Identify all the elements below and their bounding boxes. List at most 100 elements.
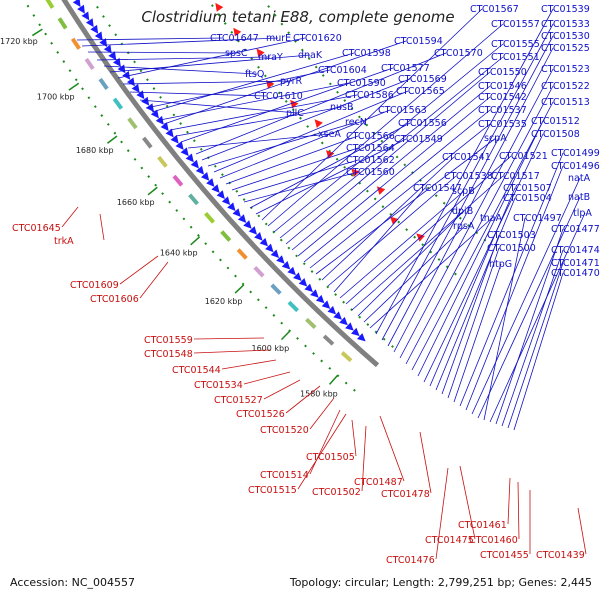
kbp-tick — [147, 186, 158, 196]
reverse-gene-arrow — [416, 233, 425, 242]
gene-block — [188, 193, 199, 206]
leader-line-top — [351, 175, 504, 311]
gene-label-top: CTC01496 — [551, 161, 600, 172]
leader-line-top — [109, 54, 311, 73]
kbp-tick-label: 1680 kbp — [76, 146, 114, 155]
gene-label-top: CTC01539 — [541, 4, 590, 15]
gene-label-top: dnaK — [298, 50, 323, 61]
leader-line-top — [231, 147, 359, 191]
forward-gene-arrow — [333, 311, 342, 320]
reverse-gene-arrow — [376, 186, 386, 195]
leader-line-bottom — [435, 467, 449, 560]
gene-block — [44, 0, 55, 9]
gene-label-bottom: CTC01502 — [312, 487, 361, 498]
gene-label-top: CTC01647 — [210, 33, 259, 44]
leader-line-top — [243, 171, 359, 203]
leader-line-top — [453, 263, 502, 403]
forward-gene-arrow — [276, 255, 285, 264]
gene-label-top: ftsQ — [245, 69, 264, 80]
gene-label-top: CTC01537 — [478, 105, 527, 116]
reverse-gene-arrow — [256, 48, 265, 58]
forward-gene-arrow — [150, 109, 159, 119]
leader-line-top — [465, 165, 564, 411]
gene-block — [127, 117, 138, 130]
gene-block — [172, 174, 184, 187]
gene-label-top: CTC01594 — [394, 36, 443, 47]
leader-line-bottom — [193, 349, 271, 354]
gene-label-top: CTC01525 — [541, 43, 590, 54]
leader-line-top — [309, 123, 491, 269]
kbp-tick-label: 1580 kbp — [300, 389, 338, 398]
gene-label-top: CTC01470 — [551, 268, 600, 279]
gene-label-top: CTC01517 — [491, 171, 540, 182]
forward-gene-arrow — [227, 202, 236, 211]
gene-label-top: CTC01567 — [470, 4, 519, 15]
leader-line-top — [333, 187, 426, 293]
kbp-tick-label: 1620 kbp — [205, 297, 243, 306]
genome-arcs — [23, 0, 487, 392]
feature-track — [44, 0, 425, 363]
reverse-gene-arrow — [314, 119, 323, 128]
gene-block — [98, 77, 109, 90]
gene-label-bottom: CTC01548 — [144, 349, 193, 360]
gene-label-top: CTC01560 — [346, 167, 395, 178]
forward-gene-arrow — [293, 272, 302, 281]
gene-label-top: CTC01508 — [531, 129, 580, 140]
reverse-gene-arrow — [290, 99, 299, 109]
gene-label-top: tlpA — [573, 208, 592, 219]
gene-label-top: CTC01564 — [346, 143, 395, 154]
forward-gene-arrow — [170, 134, 179, 144]
forward-gene-arrow — [265, 243, 274, 253]
gene-label-top: CTC01533 — [541, 19, 590, 30]
leader-line-top — [507, 262, 564, 429]
leader-line-top — [267, 23, 504, 227]
leader-line-top — [369, 217, 493, 329]
leader-line-top — [261, 8, 483, 221]
gene-label-top: CTC01521 — [499, 151, 548, 162]
forward-gene-arrow — [287, 266, 296, 276]
gene-block — [236, 248, 248, 260]
forward-gene-arrow — [90, 24, 99, 34]
leader-line-top — [187, 133, 331, 149]
leader-line-top — [477, 196, 581, 419]
gene-label-top: CTC01499 — [551, 148, 600, 159]
leader-line-bottom — [309, 409, 341, 475]
forward-gene-arrow — [81, 11, 90, 21]
kbp-tick — [280, 330, 291, 341]
leader-line-top — [81, 37, 279, 47]
gene-label-top: CTC01541 — [442, 152, 491, 163]
gene-label-top: CTC01530 — [541, 31, 590, 42]
gene-block — [322, 334, 335, 346]
gene-label-bottom: CTC01534 — [194, 380, 243, 391]
accession-text: Accession: NC_004557 — [10, 576, 136, 589]
reverse-gene-arrow — [266, 79, 275, 89]
forward-gene-arrow — [216, 190, 225, 199]
leader-line-top — [225, 135, 359, 185]
leader-line-top — [219, 109, 391, 179]
leader-line-top — [303, 109, 491, 263]
leader-line-top — [423, 133, 544, 383]
gene-label-bottom: CTC01476 — [386, 555, 435, 566]
leader-line-top — [339, 190, 465, 299]
gene-label-top: CTC01549 — [394, 134, 443, 145]
gene-block — [112, 97, 124, 110]
leader-line-bottom — [193, 337, 265, 340]
gene-label-top: dpiB — [452, 206, 473, 217]
gene-labels: CTC01647 murE spsC mraY ftsQ dnaK CTC01620 pyrR… — [12, 4, 600, 566]
gene-label-top: recN — [345, 117, 367, 128]
gene-label-top: CTC01546 — [478, 81, 527, 92]
gene-label-bottom: CTC01526 — [236, 409, 285, 420]
gene-label-top: CTC01522 — [541, 81, 590, 92]
gene-label-bottom: trkA — [54, 236, 74, 247]
forward-gene-arrow — [254, 231, 263, 241]
gene-label-top: CTC01610 — [254, 91, 303, 102]
forward-gene-arrow — [108, 51, 117, 61]
forward-gene-arrow — [243, 220, 252, 229]
forward-gene-arrow — [180, 147, 189, 157]
leader-line-top — [159, 82, 350, 121]
gene-label-top: CTC01500 — [487, 243, 536, 254]
gene-label-top: nusB — [330, 102, 354, 113]
reverse-gene-arrow — [390, 216, 399, 225]
backbone-arc — [61, 0, 380, 368]
